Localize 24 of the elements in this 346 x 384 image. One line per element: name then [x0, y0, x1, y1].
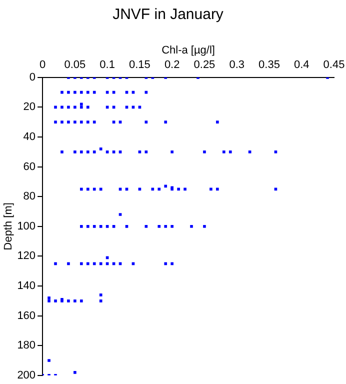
x-axis-title: Chl-a [µg/l] — [162, 44, 215, 57]
y-axis-title: Depth [m] — [2, 202, 15, 250]
x-tick-label: 0.1 — [100, 58, 115, 71]
y-tick-label: 140 — [17, 280, 36, 292]
y-tick-label: 100 — [17, 220, 36, 232]
y-tick-label: 160 — [17, 310, 36, 322]
x-tick-label: 0.25 — [194, 58, 216, 71]
x-tick-label: 0.4 — [294, 58, 310, 71]
x-tick-label: 0 — [39, 58, 46, 71]
y-tick-label: 0 — [29, 71, 36, 84]
x-tick-label: 0.45 — [323, 58, 345, 71]
chart-title: JNVF in January — [112, 6, 224, 24]
y-tick-label: 200 — [17, 369, 36, 382]
y-tick-label: 40 — [23, 131, 36, 144]
x-tick-label: 0.15 — [128, 58, 150, 71]
y-tick-label: 20 — [23, 101, 36, 114]
y-tick-label: 80 — [23, 190, 36, 203]
x-tick-label: 0.05 — [64, 58, 86, 71]
x-tick-label: 0.3 — [229, 58, 244, 71]
y-tick-label: 60 — [23, 160, 36, 173]
x-tick-label: 0.2 — [164, 58, 180, 71]
x-tick-label: 0.35 — [258, 58, 280, 71]
y-tick-label: 120 — [17, 250, 36, 262]
y-tick-label: 180 — [17, 340, 36, 352]
